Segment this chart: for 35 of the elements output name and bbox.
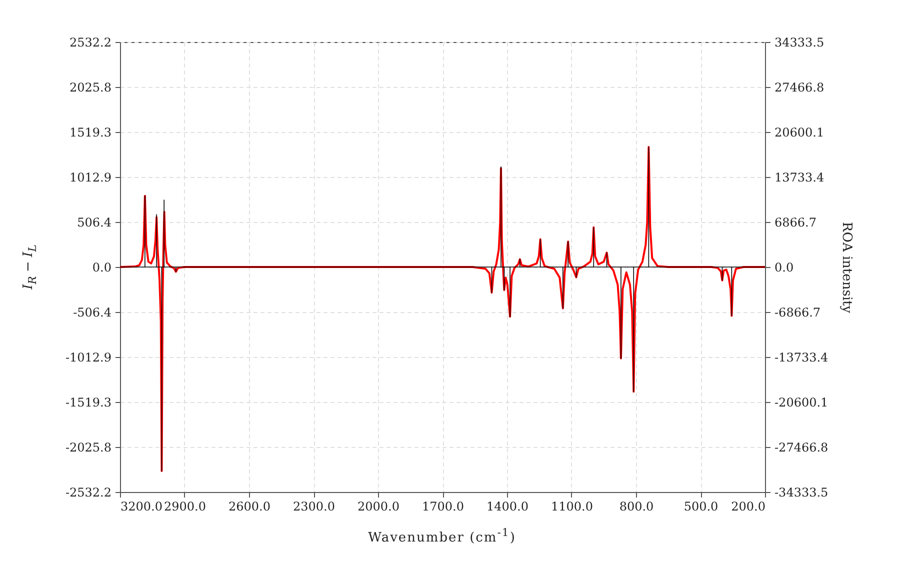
y2-tick-label: 13733.4 bbox=[774, 170, 824, 184]
x-tick-label: 800.0 bbox=[619, 500, 654, 514]
y-tick-label: -1012.9 bbox=[65, 350, 112, 364]
x-tick-label: 1700.0 bbox=[422, 500, 464, 514]
x-tick-label: 2600.0 bbox=[228, 500, 270, 514]
y-tick-label: 1519.3 bbox=[70, 126, 112, 140]
y2-tick-label: 27466.8 bbox=[774, 80, 824, 94]
x-tick-label: 500.0 bbox=[684, 500, 718, 514]
y-tick-label: -506.4 bbox=[73, 305, 112, 320]
y2-axis-title: ROA intensity bbox=[839, 222, 854, 314]
y2-tick-label: -34333.5 bbox=[774, 486, 828, 500]
x-tick-label: 2900.0 bbox=[164, 500, 206, 514]
y-tick-label: 0.0 bbox=[92, 260, 112, 274]
y-tick-label: 2025.8 bbox=[70, 80, 112, 94]
y2-tick-label: 34333.5 bbox=[774, 36, 824, 50]
y-tick-label: 506.4 bbox=[77, 216, 112, 230]
x-tick-label: 2000.0 bbox=[358, 500, 400, 514]
y2-tick-label: -6866.7 bbox=[774, 306, 821, 320]
x-tick-label: 3200.0 bbox=[120, 500, 162, 514]
y2-tick-label: 20600.1 bbox=[774, 126, 824, 140]
y2-tick-label: -13733.4 bbox=[774, 350, 829, 364]
y2-tick-label: 6866.7 bbox=[774, 216, 816, 230]
y2-tick-label: -27466.8 bbox=[774, 440, 828, 454]
y-tick-label: -1519.3 bbox=[65, 396, 112, 410]
x-axis-title: Wavenumber (cm$^{-1}$) bbox=[368, 526, 516, 546]
y-tick-label: 2532.2 bbox=[70, 36, 112, 50]
x-tick-label: 1100.0 bbox=[551, 500, 593, 514]
y-tick-label: 1012.9 bbox=[70, 170, 112, 184]
y-tick-label: -2532.2 bbox=[65, 486, 112, 500]
x-tick-label: 200.0 bbox=[731, 500, 766, 514]
x-tick-label: 2300.0 bbox=[293, 500, 335, 514]
y2-tick-label: 0.0 bbox=[774, 260, 794, 274]
y-tick-label: -2025.8 bbox=[65, 440, 112, 455]
x-tick-label: 1400.0 bbox=[486, 500, 528, 514]
y2-tick-label: -20600.1 bbox=[774, 396, 828, 410]
